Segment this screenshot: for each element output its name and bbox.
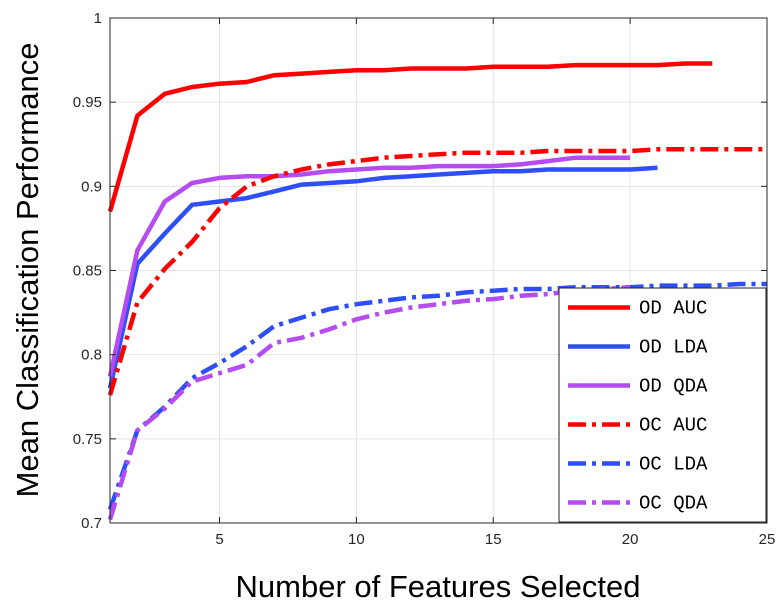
- grid: [110, 17, 768, 524]
- series-line-oc-qda: [107, 285, 631, 521]
- y-tick-label: 0.95: [73, 94, 102, 111]
- y-tick-label: 0.9: [81, 178, 102, 195]
- x-axis-ticks: 5 10 15 20 25: [215, 18, 775, 548]
- legend-label: OC AUC: [639, 415, 707, 437]
- x-axis-label: Number of Features Selected: [236, 569, 641, 604]
- x-tick-label: 15: [485, 531, 502, 548]
- legend-label: OC QDA: [639, 493, 708, 515]
- y-tick-label: 0.75: [73, 431, 102, 448]
- y-axis-ticks: 0.7 0.75 0.8 0.85 0.9 0.95 1: [73, 10, 767, 532]
- series-line-od-qda: [107, 155, 631, 377]
- y-tick-label: 0.7: [81, 515, 102, 532]
- x-tick-label: 20: [622, 531, 639, 548]
- y-tick-label: 0.85: [73, 263, 102, 280]
- series-line-oc-lda: [107, 281, 767, 511]
- legend-label: OD LDA: [639, 337, 708, 359]
- series-layer: [107, 61, 767, 521]
- y-tick-label: 1: [94, 10, 102, 27]
- y-tick-label: 0.8: [81, 347, 102, 364]
- series-line-od-lda: [107, 165, 658, 389]
- legend-box: [558, 287, 767, 523]
- y-axis-label: Mean Classification Performance: [10, 43, 45, 498]
- series-line-od-auc: [107, 61, 713, 213]
- x-tick-label: 5: [215, 531, 223, 548]
- series-line-oc-auc: [107, 147, 767, 396]
- legend-label: OD QDA: [639, 376, 708, 398]
- x-tick-label: 25: [759, 531, 776, 548]
- x-tick-label: 10: [348, 531, 365, 548]
- legend-label: OD AUC: [639, 298, 707, 320]
- legend: OD AUC OD LDA OD QDA OC AUC OC LDA OC QDA: [558, 287, 767, 523]
- legend-label: OC LDA: [639, 454, 708, 476]
